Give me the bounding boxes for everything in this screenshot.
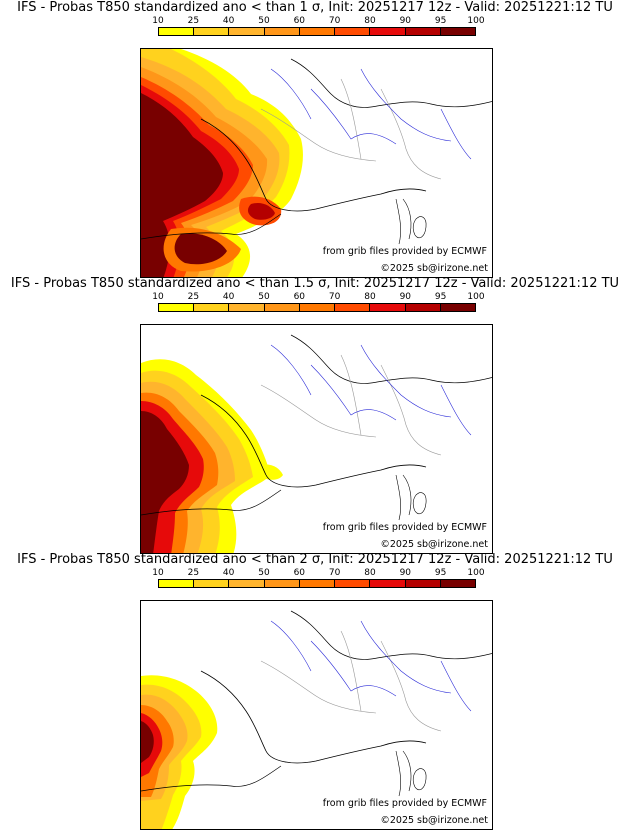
colorbar-tick: 40 (222, 16, 235, 26)
colorbar-segment (335, 580, 371, 587)
colorbar-segment (405, 28, 441, 35)
colorbar-segment (335, 28, 371, 35)
colorbar-segment (405, 304, 441, 311)
colorbar-tick: 50 (258, 292, 270, 302)
colorbar-ticks: 10 25 40 50 60 70 80 90 95 100 (152, 292, 484, 302)
colorbar-segment (405, 580, 441, 587)
colorbar-tick: 70 (328, 568, 341, 578)
colorbar-segment (264, 580, 300, 587)
data-source-label: from grib files provided by ECMWF (322, 246, 487, 257)
colorbar-tick: 100 (467, 292, 485, 302)
probability-field (141, 675, 218, 829)
colorbar-tick: 60 (293, 16, 306, 26)
colorbar-segment (440, 580, 475, 587)
data-source-label: from grib files provided by ECMWF (322, 798, 487, 809)
probability-field (141, 359, 283, 553)
probability-map: from grib files provided by ECMWF ©2025 … (140, 324, 493, 554)
colorbar-tick: 25 (187, 292, 200, 302)
colorbar-tick: 80 (364, 292, 376, 302)
colorbar-tick: 50 (258, 568, 270, 578)
colorbar-segment (159, 304, 195, 311)
panel-title: IFS - Probas T850 standardized ano < tha… (10, 276, 620, 291)
colorbar-tick: 10 (152, 292, 164, 302)
colorbar-tick: 25 (187, 568, 200, 578)
data-source-label: from grib files provided by ECMWF (322, 522, 487, 533)
panel-1: IFS - Probas T850 standardized ano < tha… (0, 0, 630, 278)
colorbar-segment (194, 28, 230, 35)
colorbar: 10 25 40 50 60 70 80 90 95 100 (152, 16, 485, 41)
copyright-label: ©2025 sb@irizone.net (380, 539, 488, 550)
colorbar-tick: 50 (258, 16, 270, 26)
colorbar-tick: 80 (364, 16, 376, 26)
probability-field (141, 49, 303, 277)
map-canvas (141, 334, 492, 553)
colorbar-tick: 95 (434, 292, 447, 302)
colorbar-segment (194, 304, 230, 311)
colorbar-tick: 70 (328, 16, 341, 26)
colorbar-tick: 90 (399, 16, 412, 26)
map-canvas (141, 610, 492, 829)
colorbar-tick: 40 (222, 568, 235, 578)
colorbar-segment (370, 28, 406, 35)
colorbar-tick: 60 (293, 568, 306, 578)
colorbar-tick: 80 (364, 568, 376, 578)
colorbar-ticks: 10 25 40 50 60 70 80 90 95 100 (152, 16, 484, 26)
colorbar-segment (299, 580, 336, 587)
colorbar-segment (159, 580, 195, 587)
colorbar-strip (158, 579, 476, 588)
copyright-label: ©2025 sb@irizone.net (380, 815, 488, 826)
colorbar-tick: 60 (293, 292, 306, 302)
colorbar-tick: 100 (467, 568, 485, 578)
colorbar-tick: 95 (434, 16, 447, 26)
colorbar-segment (194, 580, 230, 587)
colorbar-segment (370, 580, 406, 587)
colorbar-segment (299, 28, 336, 35)
map-canvas (141, 49, 492, 277)
colorbar: 10 25 40 50 60 70 80 90 95 100 (152, 568, 485, 593)
panel-title: IFS - Probas T850 standardized ano < tha… (17, 552, 613, 567)
probability-map: from grib files provided by ECMWF ©2025 … (140, 48, 493, 278)
colorbar-segment (440, 28, 475, 35)
colorbar-segment (299, 304, 336, 311)
colorbar-tick: 40 (222, 292, 235, 302)
colorbar-segment (335, 304, 371, 311)
map-lines (141, 610, 492, 797)
colorbar-segment (229, 580, 265, 587)
colorbar-segment (440, 304, 475, 311)
colorbar-ticks: 10 25 40 50 60 70 80 90 95 100 (152, 568, 484, 578)
colorbar-segment (229, 28, 265, 35)
colorbar-tick: 95 (434, 568, 447, 578)
copyright-label: ©2025 sb@irizone.net (380, 263, 488, 274)
colorbar-tick: 90 (399, 568, 412, 578)
colorbar: 10 25 40 50 60 70 80 90 95 100 (152, 292, 485, 317)
colorbar-tick: 70 (328, 292, 341, 302)
colorbar-segment (264, 28, 300, 35)
map-lines (141, 334, 492, 521)
panel-3: IFS - Probas T850 standardized ano < tha… (0, 552, 630, 830)
panel-title: IFS - Probas T850 standardized ano < tha… (17, 0, 613, 15)
colorbar-segment (159, 28, 195, 35)
colorbar-strip (158, 303, 476, 312)
colorbar-tick: 10 (152, 16, 164, 26)
colorbar-tick: 100 (467, 16, 485, 26)
panel-2: IFS - Probas T850 standardized ano < tha… (0, 276, 630, 554)
colorbar-tick: 25 (187, 16, 200, 26)
colorbar-segment (370, 304, 406, 311)
colorbar-strip (158, 27, 476, 36)
colorbar-tick: 90 (399, 292, 412, 302)
colorbar-tick: 10 (152, 568, 164, 578)
colorbar-segment (264, 304, 300, 311)
map-lines (141, 58, 492, 245)
colorbar-segment (229, 304, 265, 311)
probability-map: from grib files provided by ECMWF ©2025 … (140, 600, 493, 830)
